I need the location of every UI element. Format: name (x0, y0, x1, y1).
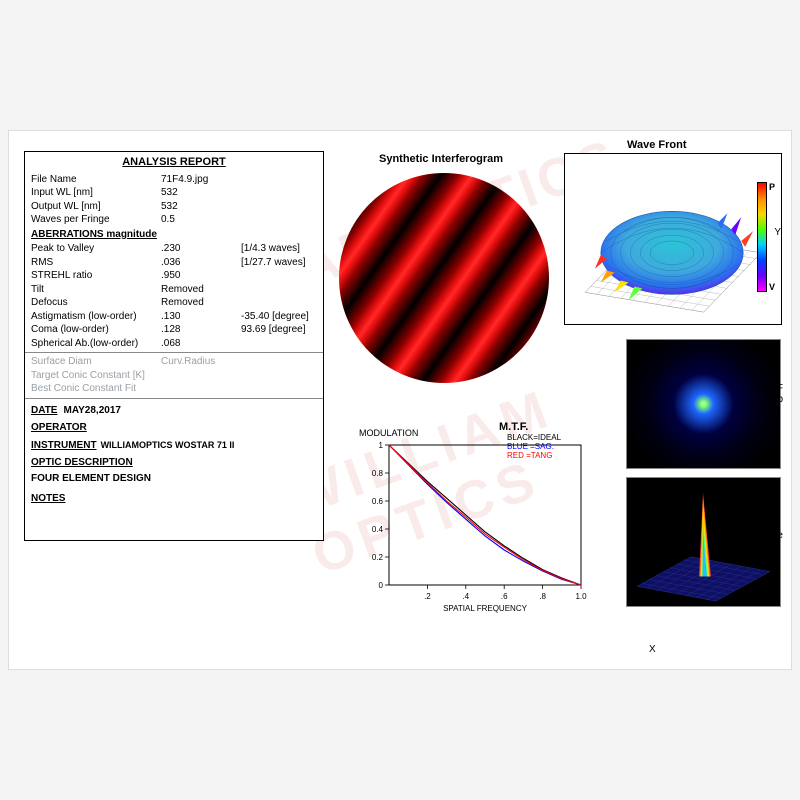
separator (25, 352, 323, 353)
input-wl-value: 532 (161, 186, 317, 200)
optic-desc-label: OPTIC DESCRIPTION (25, 452, 323, 472)
separator-2 (25, 398, 323, 399)
wpf-value: 0.5 (161, 213, 317, 227)
astig-value: .130 (161, 310, 241, 324)
curv-radius-label: Curv.Radius (161, 355, 317, 369)
output-wl-label: Output WL [nm] (31, 200, 161, 214)
svg-text:0: 0 (379, 581, 384, 590)
svg-text:SPATIAL FREQUENCY: SPATIAL FREQUENCY (443, 604, 528, 613)
interferogram-title: Synthetic Interferogram (379, 153, 503, 165)
mtf-chart: 00.20.40.60.81.2.4.6.81.0SPATIAL FREQUEN… (361, 441, 591, 606)
svg-text:0.2: 0.2 (372, 553, 384, 562)
four-element-design: FOUR ELEMENT DESIGN (25, 472, 323, 489)
operator-label: OPERATOR (25, 417, 323, 437)
output-wl-value: 532 (161, 200, 317, 214)
instrument-label: INSTRUMENT (31, 439, 101, 453)
psf-surface-text1: PSF (749, 519, 783, 530)
file-name-label: File Name (31, 173, 161, 187)
target-conic-label: Target Conic Constant [K] (31, 369, 161, 383)
astig-deg: -35.40 [degree] (241, 310, 309, 324)
svg-text:0.6: 0.6 (372, 497, 384, 506)
wavefront-legend-P: P (769, 182, 775, 192)
surface-diam-label: Surface Diam (31, 355, 161, 369)
wavefront-axis-x: X (649, 644, 656, 655)
best-conic-label: Best Conic Constant Fit (31, 382, 161, 396)
coma-value: .128 (161, 323, 241, 337)
psf-surface-text2: Surface (749, 530, 783, 541)
mtf-ylabel: MODULATION (359, 428, 418, 438)
ptv-waves: [1/4.3 waves] (241, 242, 300, 256)
psf-map-text2: Map (764, 394, 783, 405)
wavefront-axis-y: Y (774, 227, 781, 238)
svg-text:.8: .8 (539, 592, 546, 601)
coma-deg: 93.69 [degree] (241, 323, 306, 337)
instrument-value: WILLIAMOPTICS WOSTAR 71 II (101, 439, 235, 453)
date-label: DATE (31, 404, 63, 418)
rms-label: RMS (31, 256, 161, 270)
report-title: ANALYSIS REPORT (25, 155, 323, 170)
wpf-label: Waves per Fringe (31, 213, 161, 227)
mtf-svg: 0 0.2 0.4 0.6 0.8 1 .2 .4 .6 .8 1.0 SPATIAL FREQUEN… (361, 441, 591, 621)
date-value: MAY28,2017 (63, 404, 120, 418)
mtf-title: M.T.F. (499, 421, 528, 433)
file-name-value: 71F4.9.jpg (161, 173, 317, 187)
wavefront-title: Wave Front (627, 139, 687, 151)
rms-value: .036 (161, 256, 241, 270)
tilt-label: Tilt (31, 283, 161, 297)
defocus-label: Defocus (31, 296, 161, 310)
wavefront-legend-V: V (769, 282, 775, 292)
astig-label: Astigmatism (low-order) (31, 310, 161, 324)
svg-text:.6: .6 (501, 592, 508, 601)
svg-text:0.8: 0.8 (372, 469, 384, 478)
psf-map-panel (626, 339, 781, 469)
strehl-label: STREHL ratio (31, 269, 161, 283)
interferogram-disc (339, 173, 549, 383)
wavefront-colorbar (757, 182, 767, 292)
ptv-value: .230 (161, 242, 241, 256)
svg-text:.4: .4 (462, 592, 469, 601)
defocus-value: Removed (161, 296, 317, 310)
analysis-canvas: WILLIAM OPTICS WILLIAM OPTICS ANALYSIS R… (8, 130, 792, 670)
aberrations-header: ABERRATIONS magnitude (25, 227, 323, 243)
coma-label: Coma (low-order) (31, 323, 161, 337)
tilt-value: Removed (161, 283, 317, 297)
sph-value: .068 (161, 337, 317, 351)
psf-surface-panel (626, 477, 781, 607)
wavefront-surface (565, 154, 781, 324)
rms-waves: [1/27.7 waves] (241, 256, 305, 270)
report-panel: ANALYSIS REPORT File Name71F4.9.jpg Inpu… (24, 151, 324, 541)
sph-label: Spherical Ab.(low-order) (31, 337, 161, 351)
psf-map-text1: PSF (764, 383, 783, 394)
psf-map-label: PSF Map (764, 383, 783, 405)
svg-text:1.0: 1.0 (575, 592, 587, 601)
notes-label: NOTES (25, 488, 323, 508)
strehl-value: .950 (161, 269, 317, 283)
svg-text:1: 1 (379, 441, 384, 450)
ptv-label: Peak to Valley (31, 242, 161, 256)
wavefront-box: P V (564, 153, 782, 325)
svg-text:0.4: 0.4 (372, 525, 384, 534)
input-wl-label: Input WL [nm] (31, 186, 161, 200)
svg-text:.2: .2 (424, 592, 431, 601)
psf-surface-label: PSF Surface (749, 519, 783, 541)
